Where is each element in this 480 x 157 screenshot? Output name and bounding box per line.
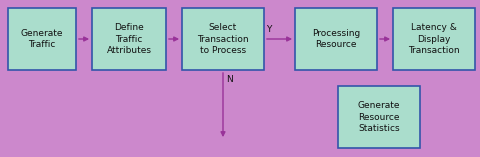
Text: Latency &
Display
Transaction: Latency & Display Transaction	[408, 23, 459, 55]
Text: Processing
Resource: Processing Resource	[311, 29, 360, 49]
Text: N: N	[226, 75, 232, 84]
Bar	[181, 8, 264, 70]
Bar	[92, 8, 166, 70]
Bar	[294, 8, 376, 70]
Bar	[337, 86, 419, 148]
Text: Select
Transaction
to Process: Select Transaction to Process	[197, 23, 248, 55]
Text: Define
Traffic
Attributes: Define Traffic Attributes	[106, 23, 151, 55]
Bar	[8, 8, 76, 70]
Text: Generate
Traffic: Generate Traffic	[21, 29, 63, 49]
Text: Y: Y	[265, 25, 271, 35]
Bar	[392, 8, 474, 70]
Text: Generate
Resource
Statistics: Generate Resource Statistics	[357, 101, 399, 133]
